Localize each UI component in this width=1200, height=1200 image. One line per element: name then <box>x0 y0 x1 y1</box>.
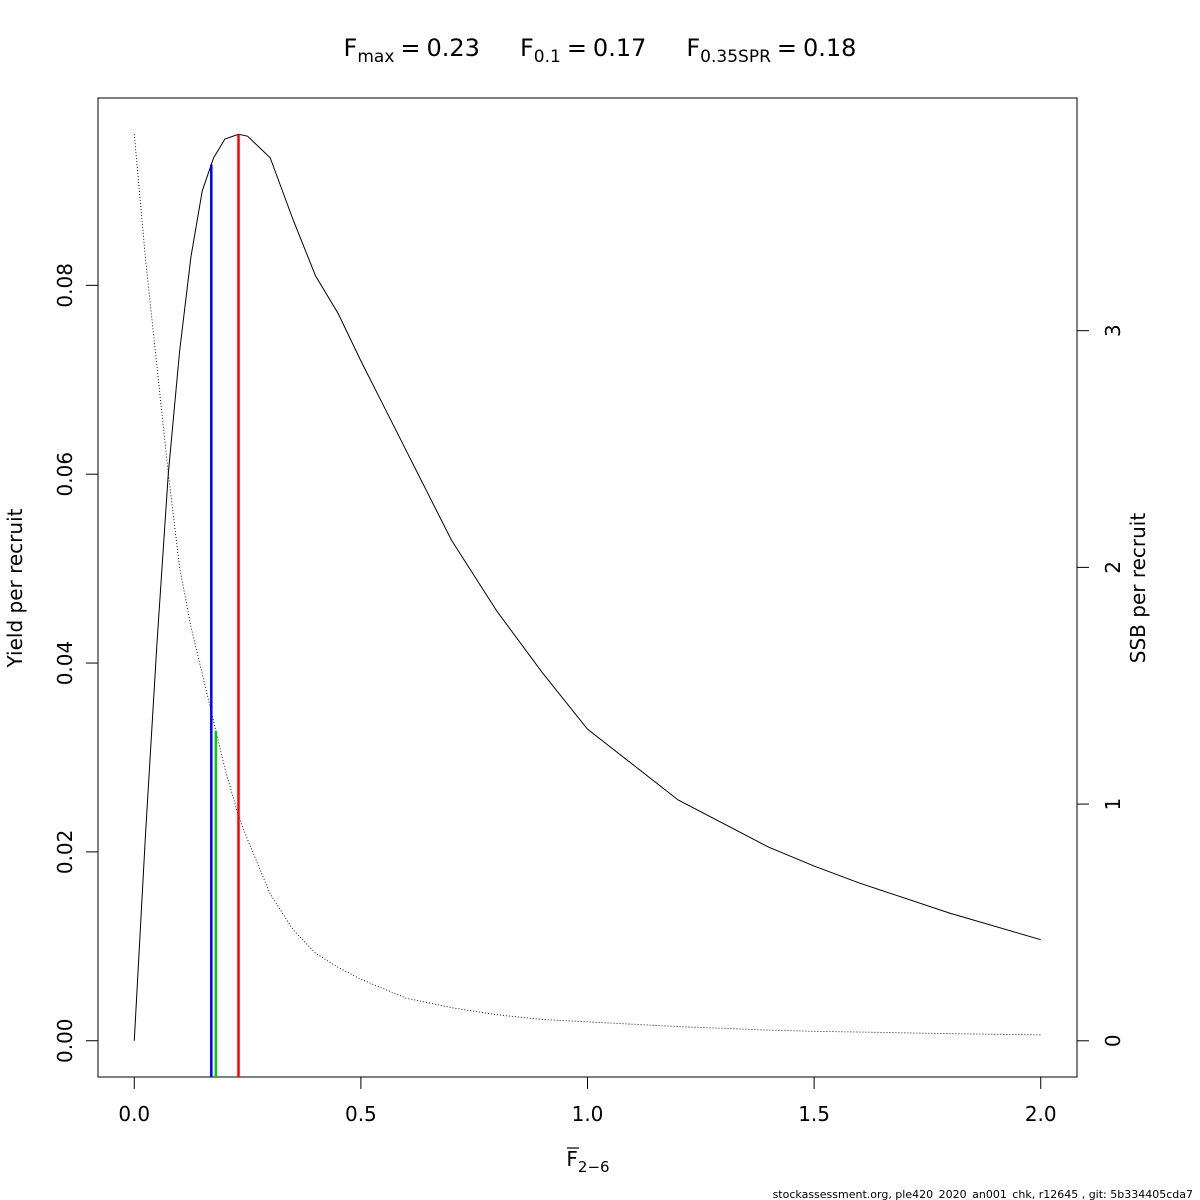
y-tick-label: 0.08 <box>53 263 77 308</box>
series-line <box>133 134 1041 1036</box>
chart-title: Fmax = 0.23 F0.1 = 0.17 F0.35SPR = 0.18 <box>344 34 857 67</box>
x-tick-label: 0.0 <box>118 1102 150 1126</box>
title-equals: = <box>400 34 420 62</box>
title-symbol: F <box>686 34 700 62</box>
y2-axis-label: SSB per recruit <box>1126 513 1150 664</box>
y2-tick-label: 2 <box>1101 561 1125 574</box>
y-axis-label: Yield per recruit <box>3 508 27 668</box>
y-tick-label: 0.00 <box>53 1018 77 1063</box>
title-equals: = <box>567 34 587 62</box>
title-value: 0.17 <box>593 34 646 62</box>
footer: stockassessment.org, ple420_2020_an001_c… <box>773 1188 1193 1200</box>
title-subscript: 0.35SPR <box>700 47 771 67</box>
y-tick-label: 0.06 <box>53 452 77 497</box>
x-axis-label: F2−6 <box>566 1147 609 1176</box>
x-tick-label: 0.5 <box>345 1102 377 1126</box>
y2-tick-label: 1 <box>1101 798 1125 811</box>
plot-frame <box>97 97 1078 1078</box>
x-tick-label: 1.5 <box>798 1102 830 1126</box>
title-value: 0.18 <box>803 34 856 62</box>
y-tick-label: 0.04 <box>53 641 77 686</box>
y-tick-label: 0.02 <box>53 830 77 875</box>
x-tick-label: 1.0 <box>572 1102 604 1126</box>
x-label-symbol: F <box>566 1147 578 1171</box>
y2-tick-label: 0 <box>1101 1034 1125 1047</box>
series-line <box>133 133 1041 1041</box>
x-label-subscript: 2−6 <box>578 1158 610 1176</box>
title-value: 0.23 <box>427 34 480 62</box>
y2-tick-label: 3 <box>1101 324 1125 337</box>
x-tick-label: 2.0 <box>1025 1102 1057 1126</box>
title-subscript: 0.1 <box>534 47 561 67</box>
title-symbol: F <box>344 34 358 62</box>
title-equals: = <box>777 34 797 62</box>
title-subscript: max <box>357 47 394 67</box>
title-symbol: F <box>520 34 534 62</box>
